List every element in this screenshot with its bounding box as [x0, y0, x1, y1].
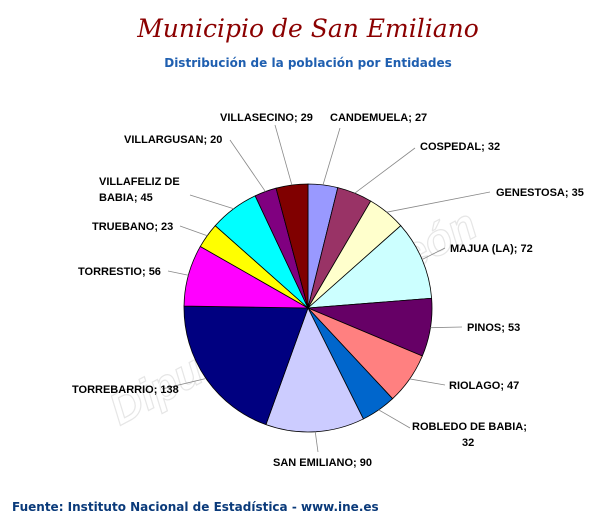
leader-line [189, 194, 234, 210]
leader-line [229, 139, 266, 192]
chart-subtitle: Distribución de la población por Entidad… [164, 56, 452, 70]
leader-line [378, 409, 411, 429]
pie-slice-8 [183, 305, 309, 426]
leader-line [167, 270, 189, 276]
slice-label: VILLASECINO; 29 [220, 112, 313, 124]
slice-label: TORRESTIO; 56 [78, 266, 161, 278]
leader-line [354, 147, 416, 194]
leader-line [322, 127, 341, 186]
slice-label: GENESTOSA; 35 [496, 187, 584, 199]
chart-title: Municipio de San Emiliano [137, 14, 479, 43]
slice-label: COSPEDAL; 32 [420, 141, 500, 153]
slice-label: SAN EMILIANO; 90 [273, 457, 372, 469]
pie-slice-7 [265, 306, 364, 433]
leader-line [421, 247, 446, 260]
slice-label: CANDEMUELA; 27 [330, 112, 427, 124]
slice-label: RIOLAGO; 47 [449, 380, 519, 392]
slice-label: ROBLEDO DE BABIA; 32 [412, 421, 527, 449]
leader-line [274, 124, 293, 186]
leader-line [179, 225, 208, 237]
source-note: Fuente: Instituto Nacional de Estadístic… [12, 500, 379, 514]
slice-label: TRUEBANO; 23 [92, 221, 173, 233]
slice-label: TORREBARRIO; 138 [72, 384, 179, 396]
leader-line [430, 326, 463, 329]
leader-line [386, 191, 491, 213]
leader-line [314, 431, 319, 453]
leader-line [409, 378, 446, 386]
slice-label: PINOS; 53 [467, 322, 520, 334]
leader-line [161, 378, 207, 390]
slice-label: VILLARGUSAN; 20 [124, 134, 222, 146]
pie-slice-3 [306, 225, 433, 309]
slice-label: VILLAFELIZ DE BABIA; 45 [99, 176, 180, 204]
slice-label: MAJUA (LA); 72 [450, 243, 533, 255]
